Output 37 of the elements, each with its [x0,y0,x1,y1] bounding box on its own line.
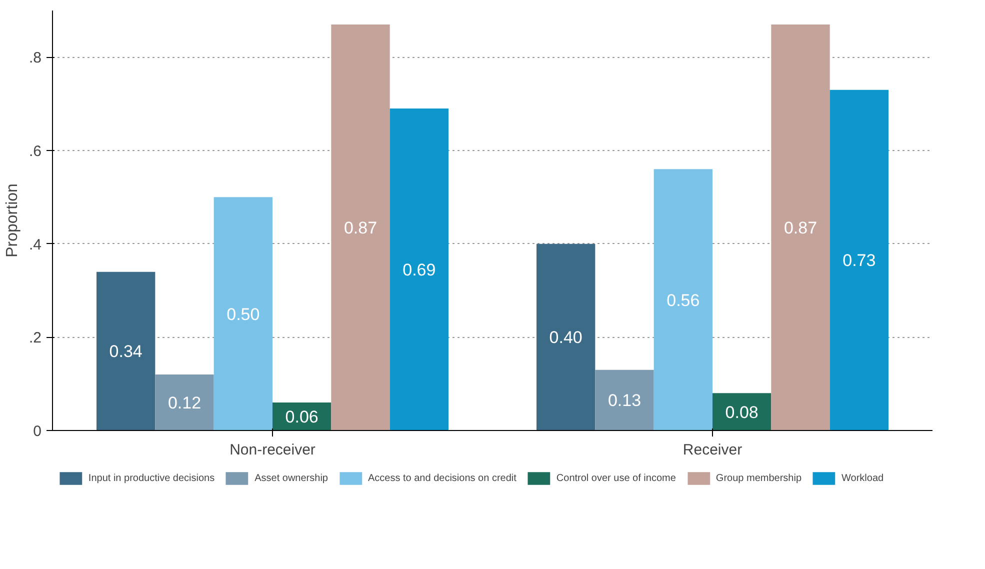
data-label: 0.06 [285,408,318,426]
data-label: 0.56 [666,290,700,310]
y-tick-label: .2 [28,330,42,347]
data-label: 0.69 [402,260,436,280]
data-label: 0.73 [842,251,876,270]
bar [214,197,272,430]
bar [331,24,390,430]
bar [155,374,214,430]
bar [654,169,712,430]
data-label: 0.87 [784,218,818,238]
bar [96,272,156,430]
x-tick-label: Receiver [682,442,742,458]
y-tick-label: .8 [28,50,42,67]
data-label: 0.87 [344,218,378,238]
y-tick-label: .6 [28,143,42,160]
data-label: 0.13 [608,391,642,410]
y-tick-label: .4 [28,236,42,254]
bar [830,90,888,430]
y-tick-label: 0 [33,423,42,440]
legend-label: Access to and decisions on credit [368,472,516,484]
bar [595,370,654,430]
bar [536,244,596,430]
bar [771,24,830,430]
data-label: 0.12 [168,394,202,412]
bar [390,108,448,430]
data-label: 0.34 [109,342,142,362]
bar [712,393,772,430]
legend-label: Asset ownership [254,472,328,484]
legend-label: Workload [842,472,884,484]
data-label: 0.50 [226,304,260,324]
data-label: 0.08 [725,402,758,422]
y-axis-title: Proportion [4,184,21,258]
x-tick-label: Non-receiver [230,442,316,458]
legend-label: Input in productive decisions [88,472,215,484]
legend-label: Control over use of income [556,472,676,484]
data-label: 0.40 [549,328,582,348]
legend-label: Group membership [716,472,802,484]
